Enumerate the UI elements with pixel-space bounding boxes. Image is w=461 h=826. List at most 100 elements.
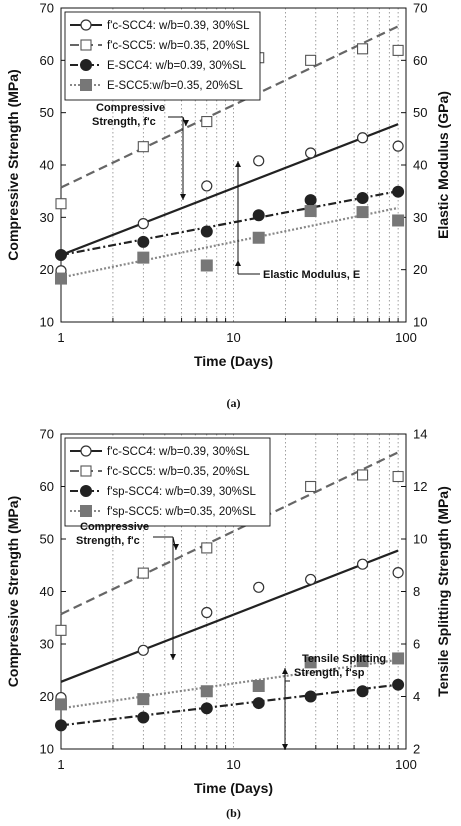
data-point-series-2 [304, 194, 317, 207]
data-point-series-2 [137, 235, 150, 248]
x-tick-label: 100 [395, 757, 417, 772]
data-point-series-3 [137, 251, 150, 264]
trend-line-series-3 [60, 206, 399, 279]
data-point-series-2 [137, 711, 150, 724]
x-tick-label: 10 [226, 757, 240, 772]
data-point-series-3 [356, 206, 369, 219]
legend-marker [80, 19, 92, 31]
data-point-series-0 [137, 644, 149, 656]
trend-line-series-2 [60, 683, 399, 727]
data-point-series-1 [137, 567, 149, 579]
data-point-series-1 [357, 43, 369, 55]
legend-label: f'c-SCC4: w/b=0.39, 30%SL [107, 20, 250, 32]
data-point-series-1 [55, 198, 67, 210]
y2-tick-label: 10 [413, 532, 427, 547]
legend-label: f'sp-SCC5: w/b=0.35, 20%SL [107, 506, 257, 518]
data-point-series-2 [55, 249, 67, 262]
data-point-series-0 [253, 581, 265, 593]
x-tick-label: 1 [57, 330, 64, 345]
data-point-series-0 [392, 566, 404, 579]
trend-line-series-1 [60, 25, 399, 189]
legend-marker [80, 59, 92, 71]
legend-marker [80, 485, 92, 497]
data-point-series-3 [55, 272, 67, 285]
data-point-series-1 [137, 141, 149, 153]
annotation-arrow-head [282, 744, 288, 750]
data-point-series-2 [356, 191, 369, 204]
panel-caption: (b) [226, 806, 241, 820]
legend-marker [80, 79, 92, 91]
y-tick-label: 70 [40, 1, 54, 16]
panel-caption: (a) [227, 396, 241, 410]
data-point-series-2 [392, 185, 405, 198]
annotation-compressive: Compressive Strength, f'c [76, 521, 149, 547]
legend-marker [80, 465, 92, 477]
data-point-series-0 [356, 132, 369, 144]
data-point-series-1 [201, 116, 213, 128]
y-tick-label: 10 [40, 742, 54, 757]
legend-label: f'c-SCC4: w/b=0.39, 30%SL [107, 446, 250, 458]
y2-tick-label: 6 [413, 637, 420, 652]
y2-axis-label: Tensile Splitting Strength (MPa) [435, 486, 451, 697]
trend-line-series-3 [60, 658, 399, 710]
y2-tick-label: 60 [413, 53, 427, 68]
data-point-series-0 [137, 218, 149, 230]
annotation-line: Strength, f'c [76, 535, 140, 547]
data-point-series-1 [392, 470, 404, 483]
legend-marker [80, 505, 92, 517]
data-point-series-2 [356, 685, 369, 698]
legend-label: E-SCC4: w/b=0.39, 30%SL [107, 60, 247, 72]
annotation-tensile: Tensile Splitting Strength, f'sp [294, 653, 386, 679]
data-point-series-3 [200, 685, 213, 698]
data-point-series-3 [252, 680, 265, 692]
y-tick-label: 20 [40, 262, 54, 277]
annotation-line: Strength, f'sp [294, 667, 365, 679]
legend-marker [80, 445, 92, 457]
y2-tick-label: 14 [413, 427, 427, 442]
annotation-line: Compressive [96, 102, 165, 114]
data-point-series-3 [55, 698, 67, 711]
y2-tick-label: 50 [413, 105, 427, 120]
data-point-series-1 [55, 624, 67, 636]
x-axis-label: Time (Days) [194, 353, 273, 369]
y2-tick-label: 40 [413, 158, 427, 173]
y-tick-label: 60 [40, 53, 54, 68]
y-tick-label: 50 [40, 105, 54, 120]
annotation-elastic: Elastic Modulus, E [263, 269, 360, 281]
data-point-series-0 [201, 606, 213, 619]
legend-box [64, 11, 261, 101]
annotation-arrow-down-head [235, 260, 241, 266]
data-point-series-1 [392, 44, 404, 56]
y-axis-label: Compressive Strength (MPa) [5, 496, 21, 687]
legend-label: f'c-SCC5: w/b=0.35, 20%SL [107, 466, 250, 478]
legend-marker [80, 39, 92, 51]
data-point-series-3 [252, 231, 265, 244]
y-tick-label: 40 [40, 158, 54, 173]
y2-tick-label: 12 [413, 479, 427, 494]
legend-label: E-SCC5:w/b=0.35, 20%SL [107, 80, 243, 92]
annotation-arrow-up-head [183, 120, 189, 126]
annotation-line: Strength, f'c [92, 116, 156, 128]
data-point-series-2 [200, 702, 213, 715]
x-tick-label: 10 [226, 330, 240, 345]
data-point-series-1 [357, 469, 369, 481]
data-point-series-0 [305, 573, 317, 586]
data-point-series-2 [252, 697, 265, 710]
data-point-series-0 [356, 558, 369, 570]
trend-line-series-2 [60, 190, 399, 257]
data-point-series-3 [304, 656, 317, 669]
legend-label: f'sp-SCC4: w/b=0.39, 30%SL [107, 486, 257, 498]
y-tick-label: 10 [40, 315, 54, 330]
trend-line-series-0 [60, 549, 399, 683]
y2-tick-label: 8 [413, 584, 420, 599]
x-tick-label: 100 [395, 330, 417, 345]
legend-label: f'c-SCC5: w/b=0.35, 20%SL [107, 40, 250, 52]
data-point-series-0 [392, 140, 404, 152]
y2-tick-label: 10 [413, 315, 427, 330]
x-tick-label: 1 [57, 757, 64, 772]
y2-tick-label: 2 [413, 742, 420, 757]
data-point-series-1 [305, 480, 317, 493]
data-point-series-1 [201, 542, 213, 554]
y2-axis-label: Elastic Modulus (GPa) [435, 91, 451, 239]
